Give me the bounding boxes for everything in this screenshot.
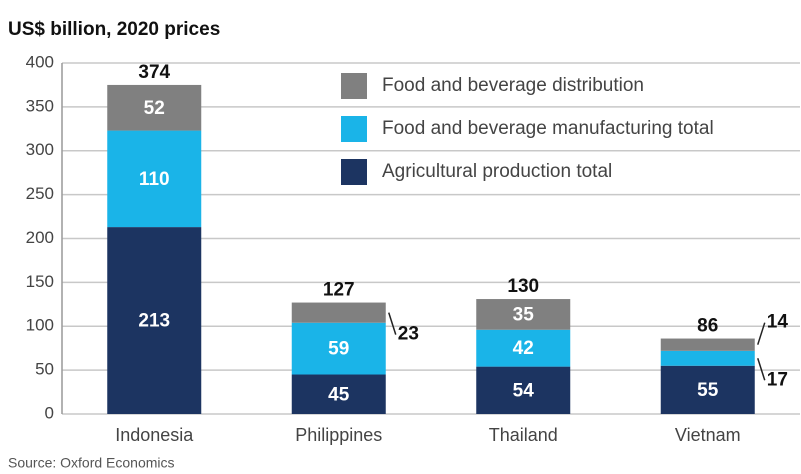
segment-label: 45 — [328, 384, 350, 405]
segment-label: 59 — [328, 339, 349, 360]
x-tick-label: Vietnam — [675, 425, 741, 445]
total-label: 130 — [507, 276, 539, 297]
x-tick-label: Philippines — [295, 425, 382, 445]
bar-segment — [476, 329, 571, 367]
y-tick-label: 0 — [45, 403, 54, 422]
legend-swatch — [341, 159, 367, 185]
segment-label: 35 — [513, 304, 535, 325]
y-tick-label: 100 — [26, 316, 54, 335]
x-tick-label: Thailand — [489, 425, 558, 445]
segment-label: 110 — [139, 169, 170, 190]
segment-label: 17 — [767, 369, 788, 390]
segment-label: 55 — [697, 380, 719, 401]
y-tick-label: 250 — [26, 184, 54, 203]
y-tick-label: 200 — [26, 228, 54, 247]
chart-title: US$ billion, 2020 prices — [8, 19, 220, 40]
bar-segment — [476, 299, 571, 330]
legend-swatch — [341, 116, 367, 142]
bar-segment — [107, 130, 202, 228]
y-tick-label: 350 — [26, 96, 54, 115]
bar-segment — [107, 84, 202, 131]
legend-label: Agricultural production total — [382, 161, 612, 182]
segment-label: 23 — [398, 324, 419, 345]
leader-line — [388, 312, 397, 335]
bar-segment — [291, 322, 386, 375]
bar-segment — [660, 365, 755, 414]
total-label: 374 — [138, 62, 170, 83]
total-label: 127 — [323, 280, 355, 301]
y-tick-label: 50 — [35, 360, 54, 379]
legend-swatch — [341, 73, 367, 99]
total-label: 86 — [697, 316, 718, 337]
legend-label: Food and beverage distribution — [382, 75, 644, 96]
segment-label: 213 — [138, 311, 170, 332]
leader-line — [757, 322, 766, 345]
segment-label: 14 — [767, 312, 789, 333]
bar-segment — [660, 338, 755, 351]
y-tick-label: 150 — [26, 272, 54, 291]
source: Source: Oxford Economics — [8, 455, 175, 471]
y-tick-label: 400 — [26, 52, 54, 71]
segment-label: 52 — [144, 98, 165, 119]
y-tick-label: 300 — [26, 140, 54, 159]
bar-segment — [476, 366, 571, 414]
segment-label: 54 — [513, 380, 535, 401]
bar-segment — [291, 374, 386, 414]
legend-label: Food and beverage manufacturing total — [382, 118, 714, 139]
x-tick-label: Indonesia — [115, 425, 194, 445]
bar-segment — [107, 227, 202, 414]
leader-line — [757, 358, 766, 381]
bar-segment — [291, 302, 386, 323]
bar-segment — [660, 350, 755, 366]
segment-label: 42 — [513, 338, 534, 359]
